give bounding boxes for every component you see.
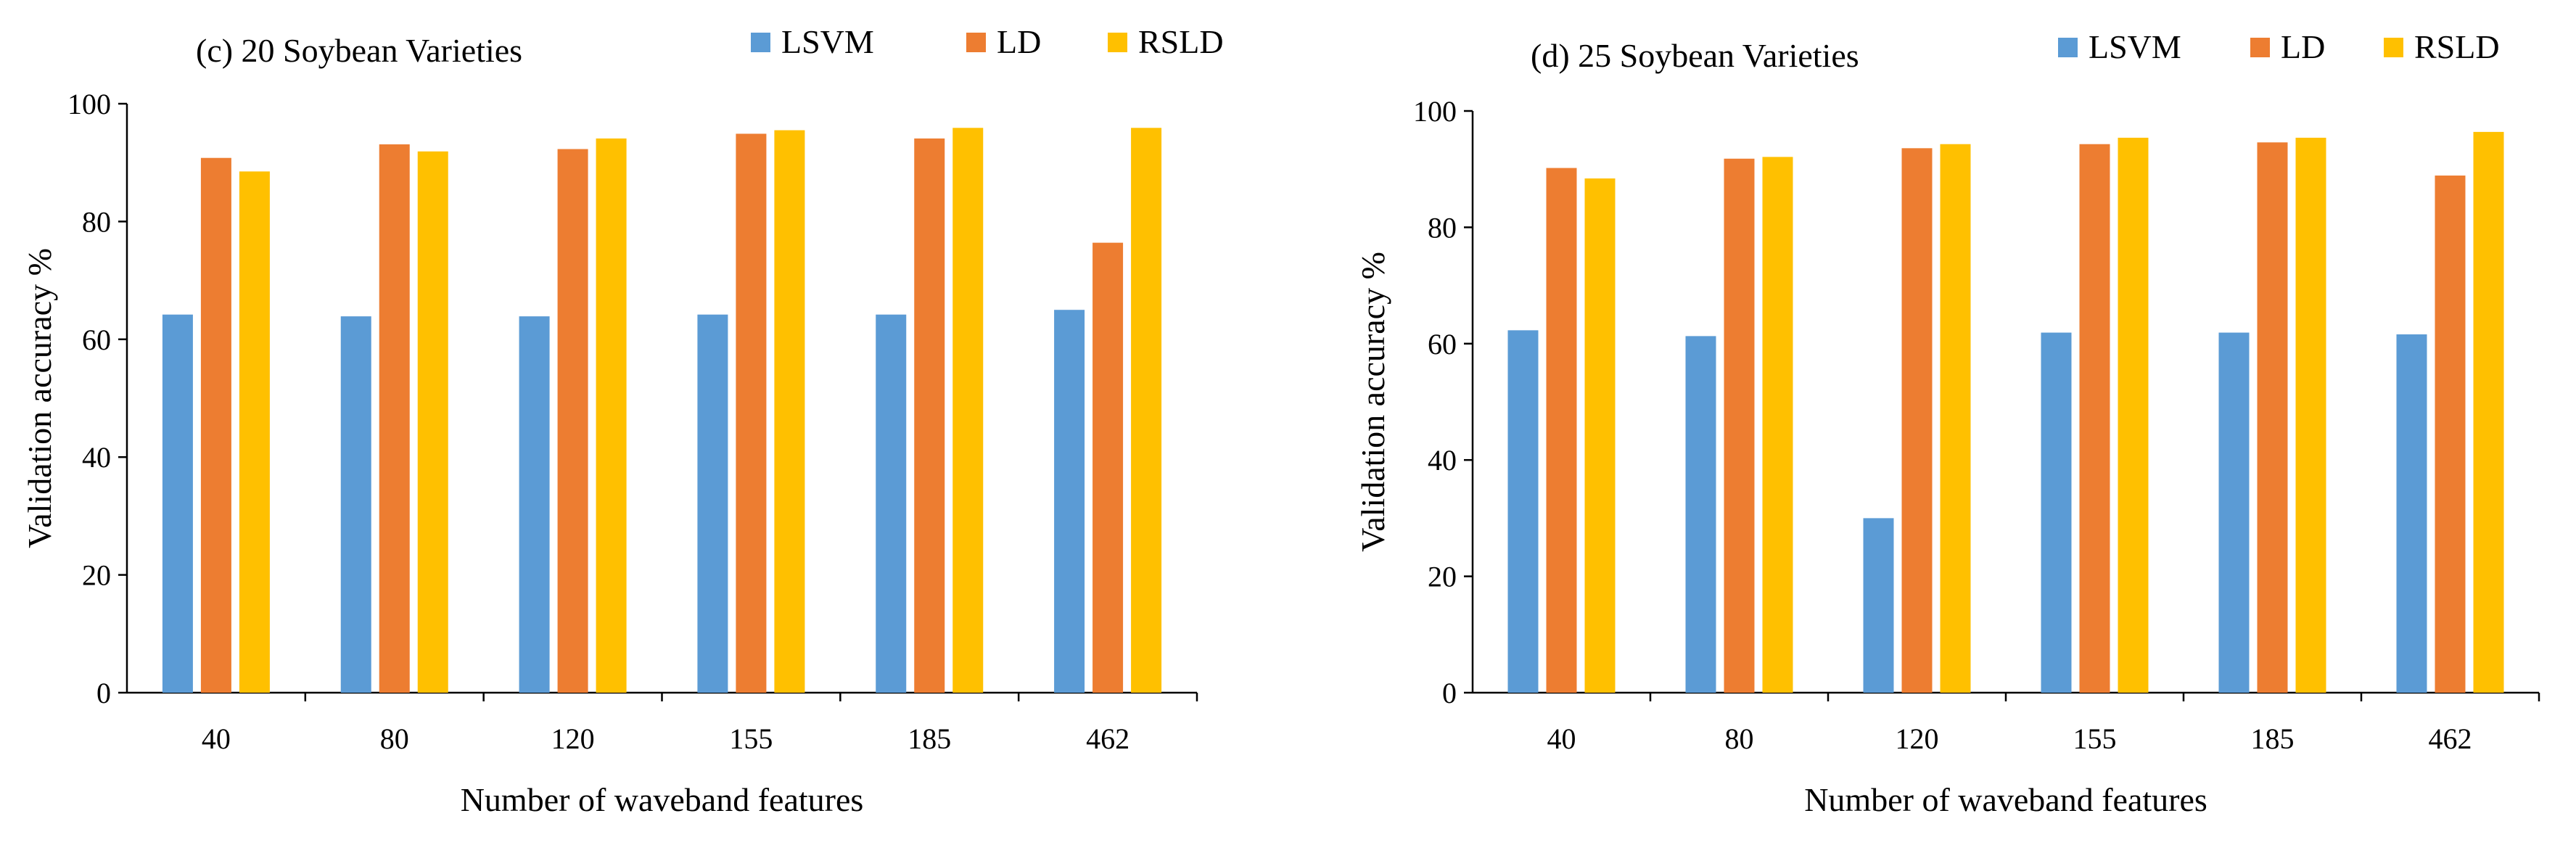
x-axis-label: Number of waveband features: [461, 781, 864, 818]
legend-label-lsvm: LSVM: [2089, 28, 2181, 65]
y-tick-label: 0: [1442, 677, 1457, 709]
x-tick-label: 462: [2429, 722, 2472, 755]
legend-swatch-rsld: [1108, 33, 1127, 52]
bar-lsvm-80: [1685, 336, 1716, 693]
bar-lsvm-155: [2041, 332, 2072, 693]
bar-ld-155: [736, 133, 767, 693]
x-tick-label: 155: [2073, 722, 2117, 755]
legend-swatch-lsvm: [2058, 38, 2078, 57]
bar-rsld-40: [1584, 178, 1616, 693]
bar-rsld-155: [774, 130, 805, 693]
bar-lsvm-40: [162, 314, 193, 693]
bar-ld-40: [200, 157, 231, 693]
bar-ld-185: [2257, 142, 2288, 693]
bar-ld-80: [379, 144, 410, 693]
legend-swatch-ld: [966, 33, 986, 52]
bar-rsld-40: [239, 171, 270, 693]
x-tick-label: 185: [908, 722, 951, 755]
chart-0: (c) 20 Soybean Varieties LSVM LD RSLD 0 20 40 6…: [21, 23, 1224, 818]
bar-lsvm-462: [1054, 310, 1085, 693]
bar-ld-40: [1546, 168, 1577, 693]
y-tick-label: 80: [82, 205, 111, 238]
legend-swatch-ld: [2250, 38, 2270, 57]
bar-ld-462: [1092, 242, 1124, 693]
y-tick-label: 20: [1428, 561, 1457, 593]
legend-label-rsld: RSLD: [2414, 28, 2500, 65]
chart-title: (d) 25 Soybean Varieties: [1531, 37, 1859, 74]
y-tick-label: 60: [1428, 328, 1457, 360]
bar-ld-185: [914, 138, 945, 693]
x-tick-label: 40: [202, 722, 231, 755]
y-tick-label: 20: [82, 559, 111, 592]
bar-rsld-462: [2473, 131, 2504, 693]
chart-title: (c) 20 Soybean Varieties: [196, 32, 522, 69]
legend-label-ld: LD: [997, 23, 1041, 60]
bar-rsld-185: [952, 128, 984, 693]
x-tick-label: 155: [729, 722, 773, 755]
x-tick-label: 120: [1896, 722, 1939, 755]
y-tick-label: 80: [1428, 211, 1457, 244]
bar-lsvm-120: [1863, 518, 1894, 693]
bar-lsvm-120: [519, 316, 550, 693]
bar-rsld-120: [596, 138, 627, 693]
bar-lsvm-185: [2218, 332, 2250, 693]
chart-1: (d) 25 Soybean Varieties LSVM LD RSLD 0 20 40 6…: [1354, 28, 2540, 818]
bar-lsvm-155: [697, 314, 728, 693]
x-tick-label: 462: [1086, 722, 1129, 755]
legend-label-lsvm: LSVM: [781, 23, 874, 60]
x-axis-label: Number of waveband features: [1804, 781, 2207, 818]
legend-swatch-lsvm: [751, 33, 770, 52]
bar-rsld-80: [417, 151, 448, 693]
bar-ld-120: [557, 149, 588, 693]
y-axis-label: Validation accuracy %: [1354, 252, 1391, 552]
bar-rsld-80: [1762, 157, 1793, 693]
y-tick-label: 40: [1428, 444, 1457, 477]
bar-lsvm-80: [340, 316, 371, 693]
x-tick-label: 80: [1725, 722, 1754, 755]
bar-ld-155: [2079, 144, 2110, 693]
x-tick-label: 40: [1547, 722, 1576, 755]
bar-rsld-462: [1131, 128, 1162, 693]
legend-label-ld: LD: [2281, 28, 2325, 65]
bar-lsvm-462: [2396, 334, 2427, 693]
y-tick-label: 100: [67, 88, 111, 120]
x-tick-label: 185: [2251, 722, 2295, 755]
y-tick-label: 100: [1413, 95, 1457, 128]
bar-rsld-120: [1940, 144, 1971, 693]
y-tick-label: 40: [82, 441, 111, 474]
bar-ld-462: [2435, 176, 2466, 693]
y-tick-label: 60: [82, 323, 111, 356]
bar-rsld-155: [2118, 137, 2149, 693]
bar-ld-120: [1901, 148, 1933, 693]
x-tick-label: 120: [551, 722, 595, 755]
bar-ld-80: [1724, 158, 1755, 693]
x-tick-label: 80: [380, 722, 409, 755]
legend-swatch-rsld: [2384, 38, 2403, 57]
y-axis-label: Validation accuracy %: [21, 248, 58, 548]
bar-rsld-185: [2295, 137, 2326, 693]
bar-lsvm-185: [876, 314, 907, 693]
bar-lsvm-40: [1507, 330, 1539, 693]
legend-label-rsld: RSLD: [1138, 23, 1224, 60]
y-tick-label: 0: [96, 677, 111, 709]
